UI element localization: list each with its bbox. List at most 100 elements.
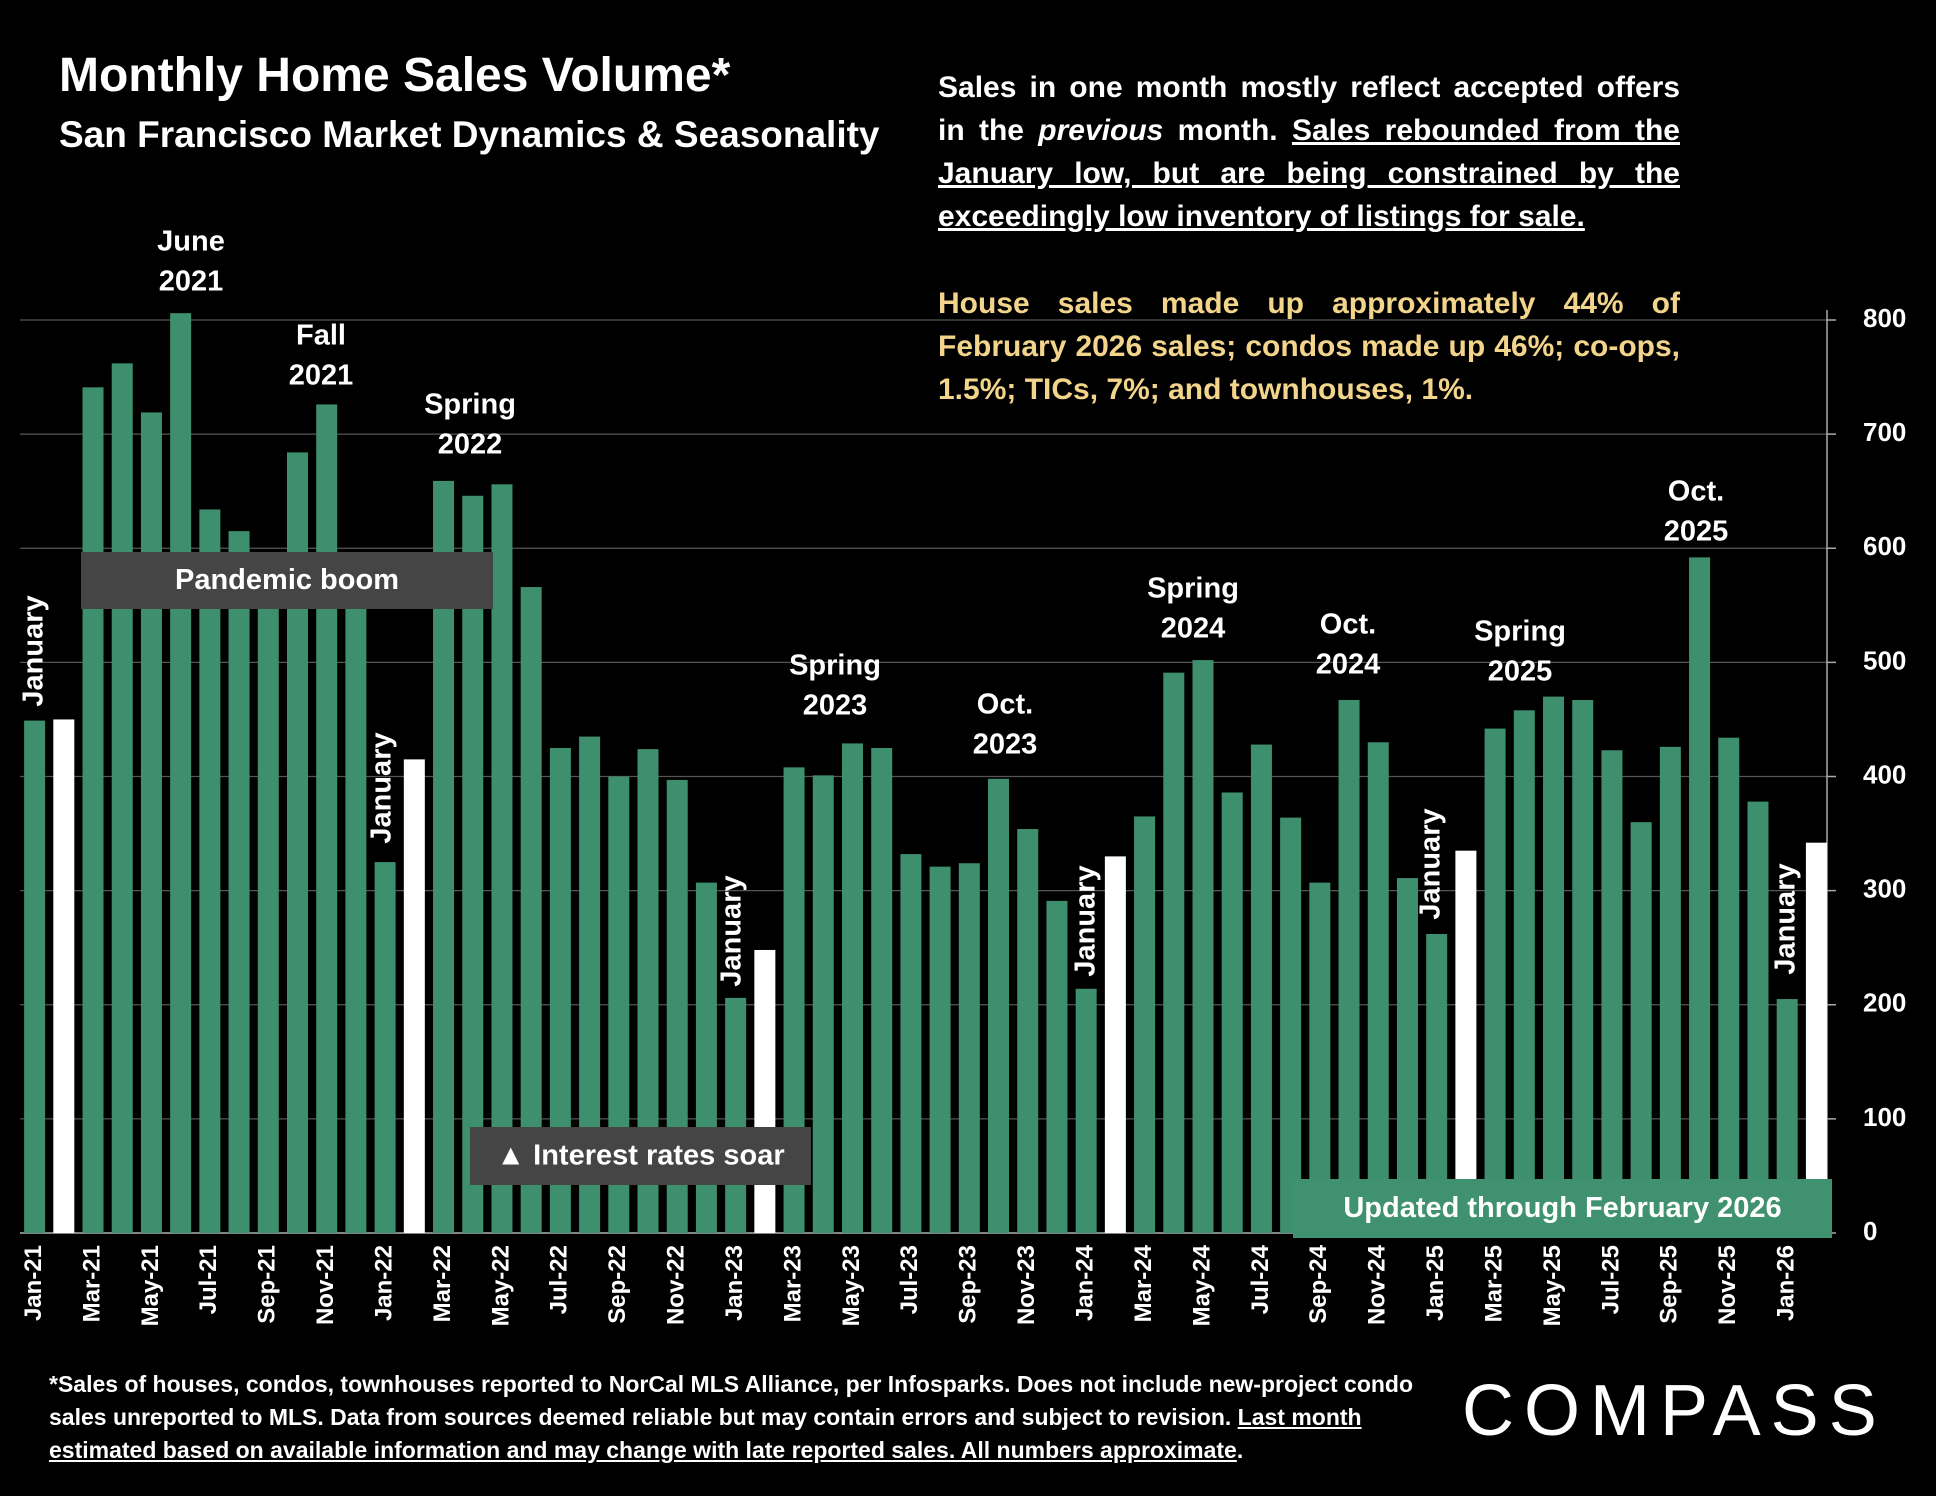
january-label: January [1415, 808, 1447, 919]
bar [24, 720, 46, 1233]
bar [1689, 557, 1711, 1233]
x-tick-label: Sep-22 [604, 1245, 631, 1324]
x-tick-label: Jan-22 [370, 1245, 397, 1321]
annotation: Fall [296, 320, 346, 352]
y-tick-label: 100 [1863, 1102, 1906, 1132]
note: Sales in one month mostly reflect accept… [938, 66, 1680, 238]
footnote: *Sales of houses, condos, townhouses rep… [49, 1368, 1439, 1467]
callout-box [81, 552, 493, 609]
annotation: 2025 [1664, 516, 1729, 548]
bar [783, 767, 805, 1233]
annotation: 2025 [1488, 656, 1553, 688]
bar [1572, 700, 1594, 1233]
bar [1338, 700, 1360, 1233]
annotation: Oct. [1668, 476, 1724, 508]
annotation: 2023 [803, 690, 868, 722]
bar [1075, 988, 1097, 1233]
chart-title: Monthly Home Sales Volume* [59, 49, 731, 102]
callout-text: ▲ Interest rates soar [496, 1140, 784, 1172]
bar [111, 363, 133, 1233]
y-tick-label: 200 [1863, 988, 1906, 1018]
bar [462, 495, 484, 1233]
january-label: January [1770, 863, 1802, 974]
bar [871, 747, 893, 1233]
annotation: 2024 [1161, 613, 1226, 645]
bar [1659, 746, 1681, 1233]
text-segment: . [1236, 1437, 1244, 1463]
y-tick-label: 500 [1863, 645, 1906, 675]
bar [1630, 822, 1652, 1233]
bar [900, 854, 922, 1233]
x-tick-label: Jul-23 [896, 1245, 923, 1314]
bar [1017, 828, 1039, 1233]
bar [1513, 710, 1535, 1233]
bar [257, 576, 279, 1233]
text-segment: month. [1163, 114, 1292, 147]
x-tick-label: Jan-25 [1422, 1245, 1449, 1321]
x-tick-label: Mar-24 [1130, 1244, 1157, 1322]
bar [520, 587, 542, 1233]
callout-box [1293, 1179, 1832, 1238]
y-tick-label: 800 [1863, 303, 1906, 333]
x-tick-label: Jan-24 [1072, 1244, 1099, 1321]
x-tick-label: Nov-24 [1364, 1244, 1391, 1325]
annotation: 2024 [1316, 649, 1381, 681]
bar [988, 778, 1010, 1233]
bar [1192, 660, 1214, 1233]
x-tick-label: Nov-25 [1714, 1245, 1741, 1325]
january-label: January [366, 732, 398, 843]
x-tick-label: Nov-22 [663, 1245, 690, 1325]
text-segment: Sales rebounded from the January low, bu… [938, 114, 1680, 233]
bar [1455, 850, 1477, 1233]
y-tick-label: 0 [1863, 1216, 1877, 1246]
text-segment: House sales made up approximately 44% of… [938, 287, 1680, 406]
annotation: June [157, 226, 225, 258]
text-segment: previous [1038, 114, 1164, 147]
annotation: 2021 [289, 360, 354, 392]
text-segment: Last month estimated based on available … [49, 1404, 1362, 1463]
x-tick-label: Jul-24 [1247, 1244, 1274, 1314]
text-segment: Sales in one month mostly reflect accept… [938, 71, 1680, 147]
bar [140, 412, 162, 1233]
bar [1163, 672, 1185, 1233]
bar [1309, 882, 1331, 1233]
y-tick-label: 700 [1863, 417, 1906, 447]
bar [228, 531, 250, 1233]
x-tick-label: Jan-23 [721, 1245, 748, 1321]
bar [608, 776, 630, 1233]
callout-text: Updated through February 2026 [1343, 1192, 1781, 1224]
bar [1426, 933, 1448, 1233]
bar [403, 759, 425, 1233]
bar [1718, 737, 1740, 1233]
annotation: 2022 [438, 429, 503, 461]
x-tick-label: Mar-25 [1480, 1245, 1507, 1322]
bar [929, 866, 951, 1233]
annotation: Spring [1474, 616, 1566, 648]
bar [1747, 801, 1769, 1233]
bar [286, 452, 308, 1233]
bar [316, 404, 338, 1233]
bar [199, 509, 221, 1233]
bar [666, 779, 688, 1233]
bar [637, 749, 659, 1233]
x-tick-label: May-25 [1539, 1245, 1566, 1326]
x-tick-label: May-22 [487, 1245, 514, 1326]
x-tick-label: Sep-25 [1656, 1245, 1683, 1324]
bar [579, 736, 601, 1233]
bar [725, 997, 747, 1233]
bar [958, 863, 980, 1233]
annotation: Spring [789, 650, 881, 682]
text-segment: *Sales of houses, condos, townhouses rep… [49, 1371, 1414, 1430]
bar [82, 387, 104, 1233]
logo: COMPASS [1462, 1371, 1887, 1451]
january-label: January [1070, 865, 1102, 976]
bar [1280, 817, 1302, 1233]
bar [53, 719, 75, 1233]
x-tick-label: Jan-21 [20, 1245, 47, 1321]
x-tick-label: Nov-21 [312, 1245, 339, 1325]
x-tick-label: Nov-23 [1013, 1245, 1040, 1325]
x-tick-label: Jul-22 [546, 1245, 573, 1314]
january-label: January [716, 875, 748, 986]
bar [1367, 742, 1389, 1233]
